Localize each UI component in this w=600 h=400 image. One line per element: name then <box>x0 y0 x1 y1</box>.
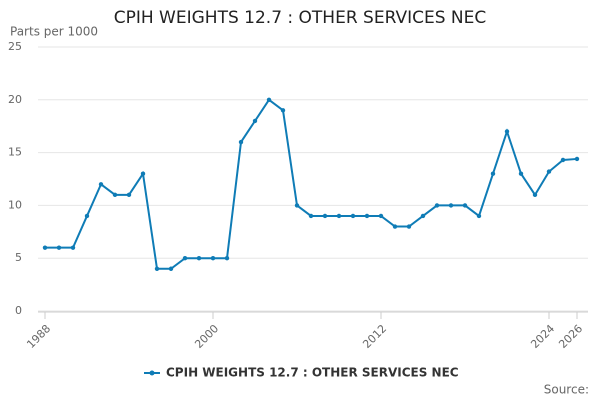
point <box>84 213 90 219</box>
y-tick-label: 15 <box>8 146 22 159</box>
point <box>546 169 552 174</box>
point <box>98 182 104 187</box>
point <box>462 203 468 208</box>
y-tick-label: 5 <box>15 251 22 264</box>
point <box>504 129 510 134</box>
point <box>448 203 454 208</box>
legend-label: CPIH WEIGHTS 12.7 : OTHER SERVICES NEC <box>166 366 459 380</box>
line <box>45 98 578 270</box>
y-axis-label: Parts per 1000 <box>10 25 98 39</box>
point <box>434 203 440 208</box>
y-tick-label: 20 <box>8 93 22 106</box>
point <box>56 245 62 250</box>
point <box>406 224 412 229</box>
y-tick-label: 10 <box>8 198 22 211</box>
point <box>476 213 482 219</box>
x-tick-label: 2026 <box>556 322 585 351</box>
chart-title: CPIH WEIGHTS 12.7 : OTHER SERVICES NEC <box>114 8 487 28</box>
y-tick-label: 0 <box>15 304 22 317</box>
point <box>294 203 300 208</box>
point <box>350 213 356 219</box>
point <box>168 266 174 271</box>
point <box>196 256 202 261</box>
x-tick-label: 2024 <box>528 322 557 351</box>
point <box>336 213 342 219</box>
point <box>364 213 370 219</box>
point <box>42 245 48 250</box>
point <box>224 256 230 261</box>
point <box>140 171 146 176</box>
point <box>266 97 272 103</box>
point <box>238 139 244 145</box>
y-tick-label: 25 <box>8 40 22 53</box>
point <box>322 213 328 219</box>
x-tick-label: 1988 <box>24 322 53 351</box>
point <box>308 213 314 219</box>
point <box>154 266 160 271</box>
point <box>252 118 258 124</box>
point <box>518 171 524 176</box>
legend-marker <box>149 370 155 376</box>
x-tick-label: 2012 <box>360 322 389 351</box>
point <box>532 192 538 198</box>
source: Source: <box>544 383 589 397</box>
point <box>182 256 188 261</box>
point <box>126 192 132 198</box>
point <box>70 245 76 250</box>
point <box>574 156 580 162</box>
point <box>490 171 496 176</box>
point <box>560 157 566 163</box>
point <box>392 224 398 229</box>
x-tick-label: 2000 <box>192 322 221 351</box>
point <box>378 213 384 219</box>
point <box>112 192 118 198</box>
point <box>280 108 286 113</box>
point <box>210 256 216 261</box>
point <box>420 213 426 219</box>
